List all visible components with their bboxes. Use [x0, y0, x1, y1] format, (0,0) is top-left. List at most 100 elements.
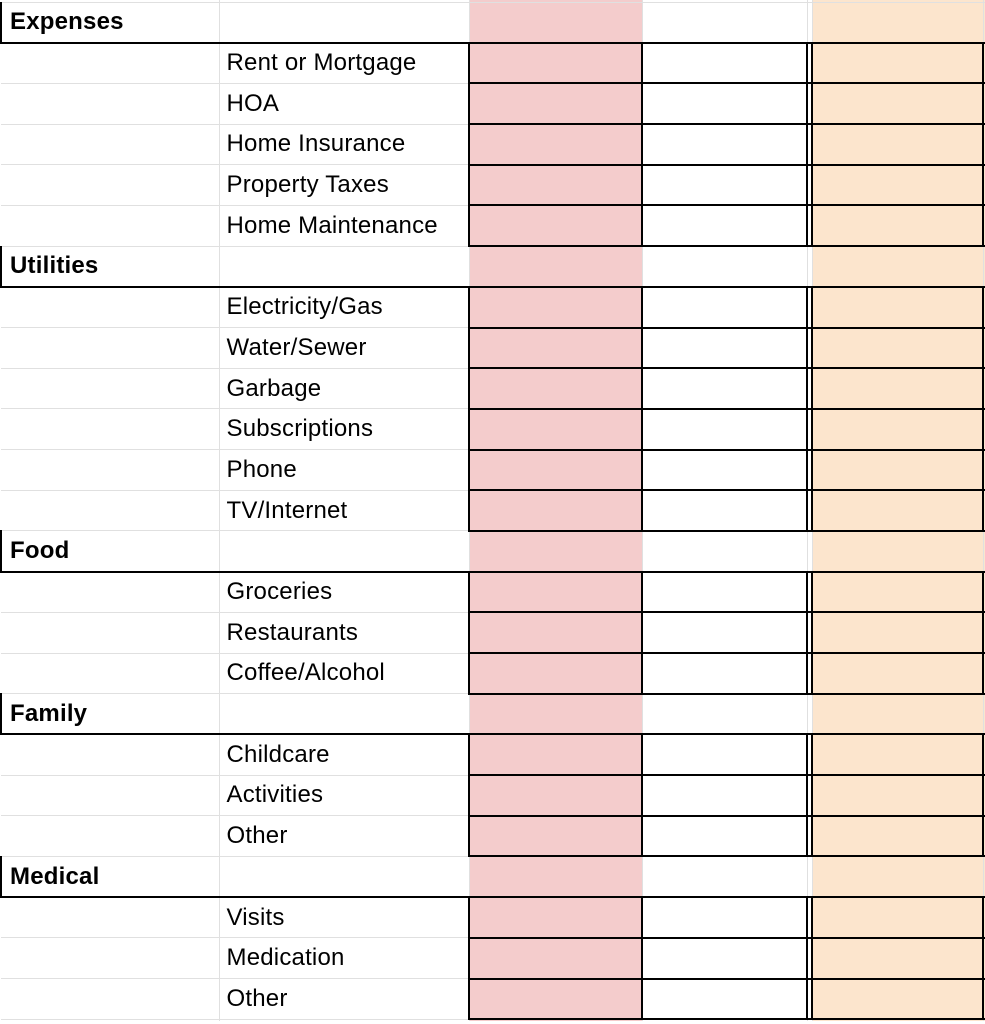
item-label-cell[interactable] — [218, 245, 470, 288]
amount-cell-orange[interactable] — [811, 896, 984, 939]
category-cell[interactable] — [1, 1018, 220, 1022]
item-label-cell[interactable]: Water/Sewer — [218, 327, 470, 369]
amount-cell-orange[interactable] — [811, 448, 984, 492]
amount-cell-white[interactable] — [641, 82, 808, 126]
item-label-cell[interactable]: Property Taxes — [218, 164, 470, 206]
amount-cell-white[interactable] — [641, 977, 808, 1021]
amount-cell-orange[interactable] — [811, 123, 984, 166]
amount-cell-orange[interactable] — [811, 285, 984, 329]
amount-cell-orange[interactable] — [811, 855, 984, 899]
amount-cell-pink[interactable] — [468, 285, 643, 329]
item-label-cell[interactable]: Childcare — [218, 733, 470, 776]
amount-cell-pink[interactable] — [468, 936, 643, 980]
amount-cell-orange[interactable] — [811, 163, 984, 207]
amount-cell-white[interactable] — [641, 245, 808, 288]
amount-cell-orange[interactable] — [811, 82, 984, 126]
amount-cell-orange[interactable] — [811, 733, 984, 777]
amount-cell-orange[interactable] — [811, 814, 984, 858]
item-label-cell[interactable] — [218, 1018, 470, 1022]
item-label-cell[interactable]: Electricity/Gas — [218, 286, 470, 328]
item-label-cell[interactable]: HOA — [218, 82, 470, 125]
amount-cell-orange[interactable] — [811, 774, 984, 817]
category-cell[interactable] — [1, 327, 220, 369]
amount-cell-orange[interactable] — [811, 530, 984, 573]
amount-cell-white[interactable] — [641, 896, 808, 939]
category-cell[interactable] — [1, 82, 220, 125]
category-cell[interactable]: Utilities — [0, 245, 220, 288]
item-label-cell[interactable]: Groceries — [218, 571, 470, 613]
amount-cell-orange[interactable] — [811, 611, 984, 654]
amount-cell-white[interactable] — [641, 530, 808, 573]
amount-cell-pink[interactable] — [468, 855, 643, 899]
item-label-cell[interactable] — [218, 1, 470, 44]
amount-cell-white[interactable] — [641, 204, 808, 248]
category-cell[interactable] — [1, 367, 220, 410]
item-label-cell[interactable]: Activities — [218, 774, 470, 817]
amount-cell-pink[interactable] — [468, 489, 643, 532]
item-label-cell[interactable] — [218, 855, 470, 899]
amount-cell-pink[interactable] — [468, 41, 643, 85]
category-cell[interactable] — [1, 774, 220, 817]
item-label-cell[interactable]: Rent or Mortgage — [218, 42, 470, 84]
amount-cell-white[interactable] — [641, 1018, 808, 1022]
amount-cell-orange[interactable] — [811, 407, 984, 451]
category-cell[interactable]: Family — [0, 693, 220, 736]
amount-cell-pink[interactable] — [468, 245, 643, 288]
amount-cell-orange[interactable] — [811, 367, 984, 410]
amount-cell-white[interactable] — [641, 733, 808, 777]
item-label-cell[interactable]: Subscriptions — [218, 408, 470, 451]
amount-cell-pink[interactable] — [468, 163, 643, 207]
category-cell[interactable] — [1, 611, 220, 654]
category-cell[interactable] — [1, 571, 220, 613]
category-cell[interactable] — [1, 733, 220, 776]
amount-cell-pink[interactable] — [468, 1018, 643, 1022]
item-label-cell[interactable]: Phone — [218, 449, 470, 491]
amount-cell-pink[interactable] — [468, 733, 643, 777]
category-cell[interactable] — [1, 896, 220, 939]
item-label-cell[interactable]: Garbage — [218, 367, 470, 410]
amount-cell-white[interactable] — [641, 814, 808, 858]
amount-cell-pink[interactable] — [468, 611, 643, 654]
amount-cell-pink[interactable] — [468, 448, 643, 492]
category-cell[interactable]: Medical — [0, 855, 220, 899]
amount-cell-pink[interactable] — [468, 82, 643, 126]
category-cell[interactable]: Expenses — [0, 1, 220, 44]
amount-cell-orange[interactable] — [811, 1018, 984, 1022]
item-label-cell[interactable]: Medication — [218, 937, 470, 979]
category-cell[interactable] — [1, 937, 220, 979]
amount-cell-orange[interactable] — [811, 326, 984, 370]
amount-cell-white[interactable] — [641, 163, 808, 207]
amount-cell-pink[interactable] — [468, 774, 643, 817]
amount-cell-orange[interactable] — [811, 570, 984, 614]
amount-cell-pink[interactable] — [468, 814, 643, 858]
item-label-cell[interactable]: TV/Internet — [218, 489, 470, 532]
item-label-cell[interactable]: Visits — [218, 896, 470, 939]
category-cell[interactable] — [1, 978, 220, 1020]
category-cell[interactable] — [1, 164, 220, 206]
amount-cell-pink[interactable] — [468, 407, 643, 451]
item-label-cell[interactable]: Coffee/Alcohol — [218, 652, 470, 695]
amount-cell-orange[interactable] — [811, 245, 984, 288]
amount-cell-white[interactable] — [641, 41, 808, 85]
amount-cell-white[interactable] — [641, 774, 808, 817]
category-cell[interactable] — [1, 408, 220, 451]
amount-cell-white[interactable] — [641, 285, 808, 329]
item-label-cell[interactable]: Home Maintenance — [218, 204, 470, 247]
amount-cell-pink[interactable] — [468, 652, 643, 695]
amount-cell-pink[interactable] — [468, 204, 643, 248]
category-cell[interactable] — [1, 286, 220, 328]
amount-cell-white[interactable] — [641, 855, 808, 899]
category-cell[interactable] — [1, 652, 220, 695]
amount-cell-white[interactable] — [641, 570, 808, 614]
amount-cell-orange[interactable] — [811, 489, 984, 532]
item-label-cell[interactable] — [218, 693, 470, 736]
category-cell[interactable] — [1, 449, 220, 491]
amount-cell-orange[interactable] — [811, 693, 984, 736]
amount-cell-orange[interactable] — [811, 936, 984, 980]
item-label-cell[interactable]: Other — [218, 978, 470, 1020]
amount-cell-white[interactable] — [641, 652, 808, 695]
amount-cell-white[interactable] — [641, 407, 808, 451]
amount-cell-white[interactable] — [641, 326, 808, 370]
amount-cell-pink[interactable] — [468, 570, 643, 614]
amount-cell-orange[interactable] — [811, 652, 984, 695]
